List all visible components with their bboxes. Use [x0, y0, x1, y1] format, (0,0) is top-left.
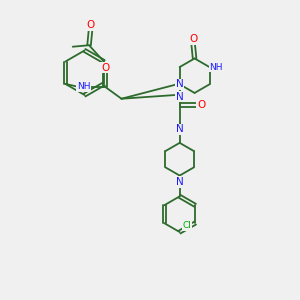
Text: O: O	[86, 20, 95, 30]
Text: Cl: Cl	[182, 221, 191, 230]
Text: N: N	[176, 79, 184, 89]
Text: N: N	[176, 124, 184, 134]
Text: O: O	[101, 62, 109, 73]
Text: N: N	[176, 177, 184, 187]
Text: NH: NH	[77, 82, 91, 91]
Text: O: O	[197, 100, 205, 110]
Text: NH: NH	[209, 63, 223, 72]
Text: N: N	[176, 92, 184, 101]
Text: O: O	[189, 34, 197, 44]
